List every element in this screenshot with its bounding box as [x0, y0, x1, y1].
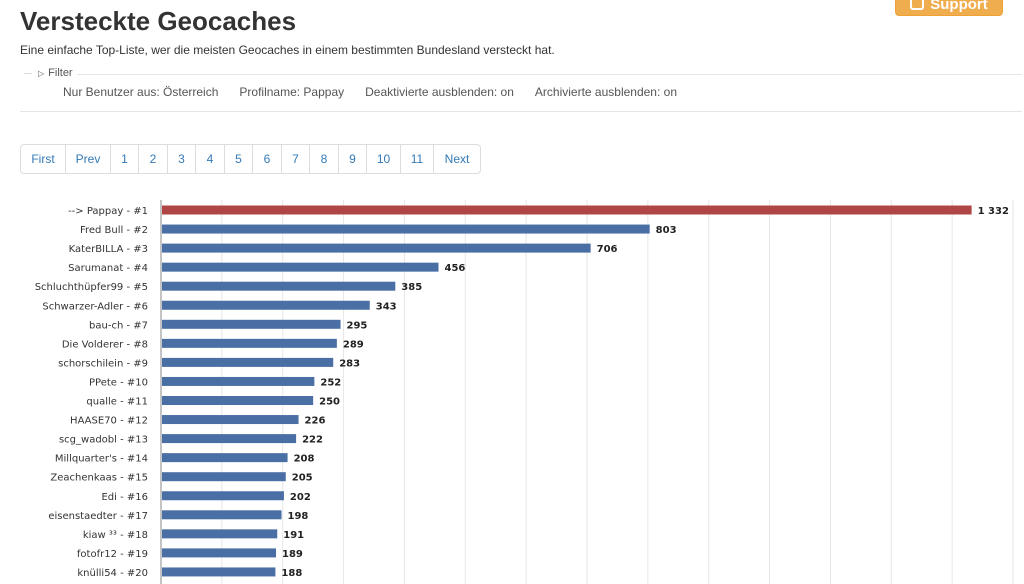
- category-label: Fred Bull - #2: [80, 225, 148, 236]
- page-7[interactable]: 7: [282, 145, 310, 173]
- page-8[interactable]: 8: [310, 145, 339, 173]
- bar: [162, 529, 278, 539]
- page-2[interactable]: 2: [139, 145, 168, 173]
- value-label: 803: [656, 225, 677, 236]
- value-label: 1 332: [978, 206, 1009, 217]
- value-label: 222: [302, 435, 323, 446]
- bar: [162, 376, 315, 386]
- category-label: PPete - #10: [89, 377, 148, 388]
- value-label: 188: [281, 568, 302, 579]
- bar: [162, 415, 299, 425]
- category-label: fotofr12 - #19: [77, 549, 148, 560]
- filter-hide-archived: Archivierte ausblenden: on: [534, 85, 677, 99]
- page-9[interactable]: 9: [339, 145, 367, 173]
- value-label: 385: [401, 282, 422, 293]
- bar: [162, 396, 314, 405]
- expand-triangle-icon: ▷: [38, 68, 45, 78]
- page-6[interactable]: 6: [253, 145, 282, 173]
- bar: [162, 567, 276, 577]
- category-label: Edi - #16: [101, 492, 148, 503]
- page-prev[interactable]: Prev: [66, 145, 111, 173]
- category-label: Zeachenkaas - #15: [50, 473, 148, 484]
- bar: [162, 453, 288, 463]
- page-5[interactable]: 5: [225, 145, 253, 173]
- page-next[interactable]: Next: [444, 152, 470, 166]
- category-label: Die Volderer - #8: [62, 339, 148, 350]
- category-label: bau-ch - #7: [89, 320, 148, 331]
- value-label: 289: [343, 339, 364, 350]
- page-subtitle: Eine einfache Top-Liste, wer die meisten…: [20, 43, 555, 57]
- bar: [162, 300, 370, 310]
- value-label: 205: [292, 473, 313, 484]
- bar: [162, 281, 396, 291]
- page-4[interactable]: 4: [196, 145, 225, 173]
- category-label: KaterBILLA - #3: [69, 244, 148, 255]
- bar: [162, 357, 334, 367]
- bar: [162, 491, 284, 501]
- value-label: 456: [445, 263, 466, 274]
- category-label: Millquarter's - #14: [55, 454, 148, 465]
- category-label: knülli54 - #20: [77, 568, 148, 579]
- category-label: Schwarzer-Adler - #6: [42, 301, 148, 312]
- bar: [162, 338, 337, 348]
- filter-hide-disabled: Deaktivierte ausblenden: on: [365, 85, 514, 99]
- category-label: --> Pappay - #1: [68, 206, 148, 217]
- page-1[interactable]: 1: [111, 145, 139, 173]
- category-label: kiaw ³³ - #18: [83, 530, 148, 541]
- bar: [162, 434, 297, 444]
- value-label: 208: [294, 454, 315, 465]
- value-label: 226: [305, 416, 326, 427]
- category-label: eisenstaedter - #17: [48, 511, 148, 522]
- bar: [162, 205, 972, 215]
- bar: [162, 224, 650, 234]
- page-first[interactable]: First: [21, 145, 66, 173]
- value-label: 198: [287, 511, 308, 522]
- bar: [162, 319, 341, 329]
- active-filters: Nur Benutzer aus: Österreich Profilname:…: [63, 85, 677, 99]
- value-label: 191: [283, 530, 304, 541]
- filter-toggle[interactable]: ▷ Filter: [20, 67, 77, 79]
- filter-divider: [75, 74, 1022, 75]
- bar: [162, 510, 282, 520]
- category-label: Schluchthüpfer99 - #5: [35, 282, 148, 293]
- support-label: Support: [930, 0, 988, 13]
- filter-dash: [24, 72, 32, 74]
- filter-profile: Profilname: Pappay: [239, 85, 345, 99]
- page-title: Versteckte Geocaches: [20, 6, 297, 36]
- value-label: 189: [282, 549, 303, 560]
- bar: [162, 472, 286, 482]
- value-label: 252: [320, 377, 341, 388]
- category-label: Sarumanat - #4: [68, 263, 148, 274]
- category-label: schorschilein - #9: [58, 358, 148, 369]
- section-divider: [20, 111, 1022, 112]
- category-label: HAASE70 - #12: [70, 416, 148, 427]
- value-label: 202: [290, 492, 311, 503]
- value-label: 283: [339, 358, 360, 369]
- category-label: qualle - #11: [86, 397, 148, 408]
- page-3[interactable]: 3: [168, 145, 196, 173]
- value-label: 295: [347, 320, 368, 331]
- bar: [162, 262, 439, 272]
- support-icon: [910, 0, 925, 10]
- value-label: 250: [319, 397, 340, 408]
- filter-country: Nur Benutzer aus: Österreich: [63, 85, 219, 99]
- category-label: scg_wadobl - #13: [59, 435, 148, 446]
- page-11[interactable]: 11: [401, 145, 434, 173]
- value-label: 343: [376, 301, 397, 312]
- filter-legend-label: Filter: [48, 67, 73, 79]
- support-button[interactable]: Support: [895, 0, 1003, 16]
- value-label: 706: [597, 244, 618, 255]
- bar: [162, 243, 591, 253]
- page-10[interactable]: 10: [367, 145, 401, 173]
- pagination: First Prev 1 2 3 4 5 6 7 8 9 10 11 Next: [20, 144, 481, 174]
- bar: [162, 548, 277, 558]
